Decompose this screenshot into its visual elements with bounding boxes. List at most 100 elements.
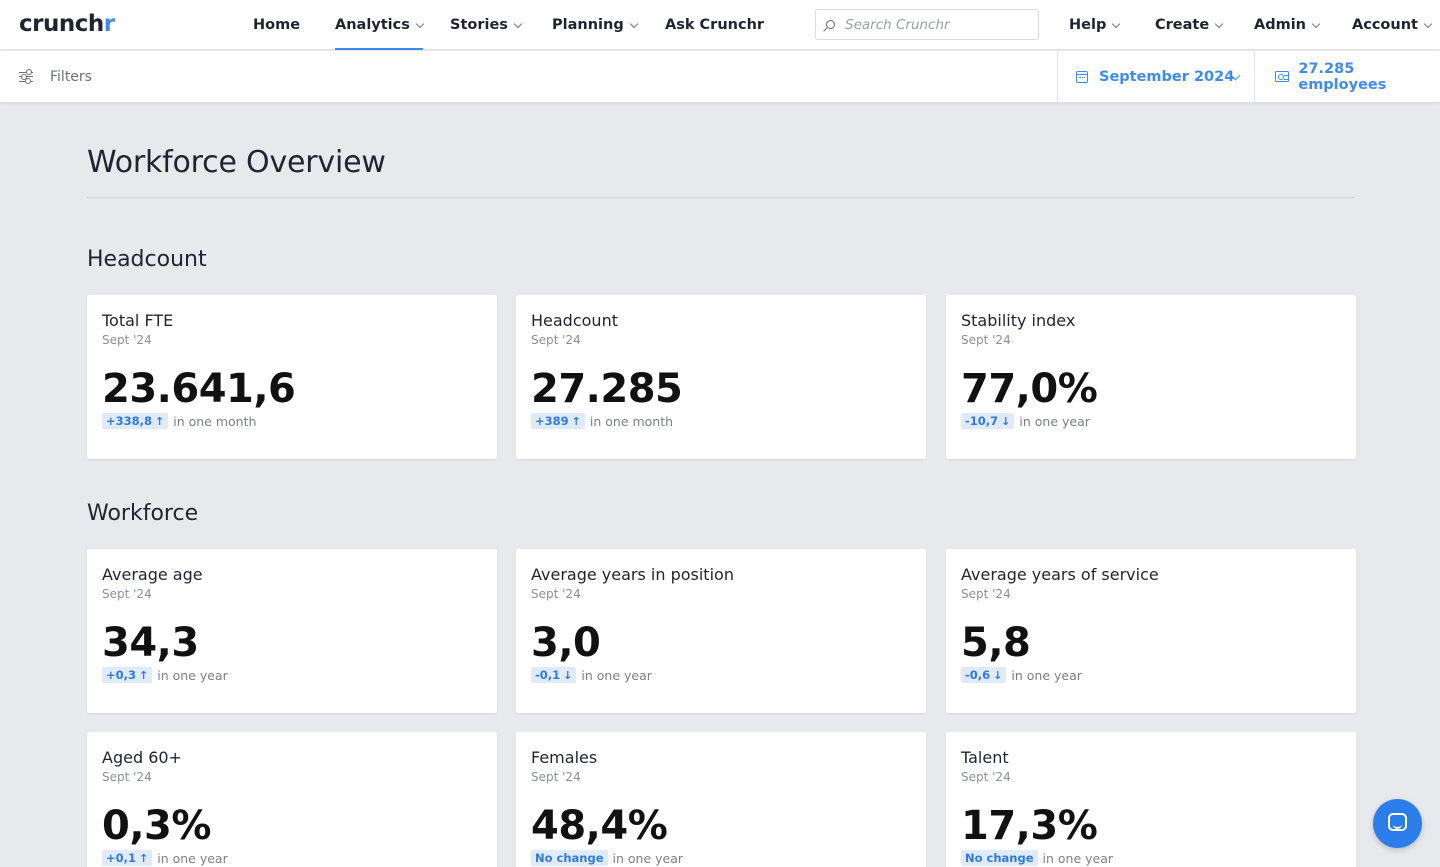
delta-badge: +0,1 ↑ [102,850,153,866]
card-value: 0,3% [102,803,211,849]
nav-create[interactable]: Create [1155,0,1224,50]
card-delta-row: +338,8 ↑ in one month [102,413,482,429]
delta-compare: in one year [157,667,228,683]
card-period: Sept '24 [531,333,581,347]
card-delta-row: No change in one year [531,850,911,866]
nav-ask-crunchr[interactable]: Ask Crunchr [665,0,764,50]
section-title-headcount: Headcount [87,247,207,272]
nav-analytics-label: Analytics [335,17,410,33]
chevron-down-icon [1423,19,1433,28]
delta-value: No change [535,851,604,865]
card-title: Average age [102,565,203,584]
nav-stories[interactable]: Stories [450,0,523,50]
nav-account[interactable]: Account [1352,0,1433,50]
kpi-card[interactable]: Talent Sept '24 17,3% No change in one year [946,732,1356,867]
nav-stories-label: Stories [450,17,508,33]
nav-planning[interactable]: Planning [552,0,638,50]
chevron-down-icon [513,19,523,28]
delta-value: +389 [535,414,569,428]
card-title: Aged 60+ [102,748,182,767]
arrow-down-icon: ↓ [993,668,1003,682]
chat-button[interactable] [1373,799,1422,848]
card-delta-row: -0,6 ↓ in one year [961,667,1341,683]
card-value: 77,0% [961,366,1098,412]
kpi-card[interactable]: Stability index Sept '24 77,0% -10,7 ↓ in one… [946,295,1356,459]
arrow-up-icon: ↑ [139,851,149,865]
card-period: Sept '24 [102,333,152,347]
divider [1057,51,1058,102]
delta-compare: in one year [1042,850,1114,866]
delta-compare: in one month [173,413,257,429]
kpi-card[interactable]: Females Sept '24 48,4% No change in one year [516,732,926,867]
search-box[interactable] [815,9,1039,40]
card-delta-row: +389 ↑ in one month [531,413,911,429]
delta-compare: in one year [581,667,652,683]
delta-value: -0,6 [965,668,991,682]
search-input[interactable] [845,16,1025,33]
card-title: Average years of service [961,565,1159,584]
chevron-down-icon [629,19,638,28]
card-title: Females [531,748,598,767]
filters-button[interactable]: Filters [19,51,92,102]
delta-badge: -10,7 ↓ [961,413,1015,429]
delta-value: +338,8 [106,414,153,428]
card-title: Stability index [961,311,1076,330]
card-value: 48,4% [531,803,668,849]
card-value: 23.641,6 [102,366,296,412]
card-period: Sept '24 [961,587,1011,601]
kpi-card[interactable]: Aged 60+ Sept '24 0,3% +0,1 ↑ in one year [87,732,497,867]
kpi-card[interactable]: Average age Sept '24 34,3 +0,3 ↑ in one year [87,549,497,713]
delta-badge: -0,6 ↓ [961,667,1007,683]
delta-badge: No change [531,850,608,866]
date-picker[interactable]: September 2024 [1076,51,1246,102]
nav-admin-label: Admin [1254,17,1307,33]
card-value: 5,8 [961,620,1031,666]
card-delta-row: -0,1 ↓ in one year [531,667,911,683]
nav-home[interactable]: Home [253,0,300,50]
nav-account-label: Account [1352,17,1418,33]
card-period: Sept '24 [961,770,1011,784]
delta-compare: in one year [157,850,228,866]
card-delta-row: -10,7 ↓ in one year [961,413,1341,429]
card-title: Headcount [531,311,618,330]
nav-home-label: Home [253,17,301,33]
search-icon [826,20,835,29]
title-divider [87,197,1355,198]
arrow-up-icon: ↑ [571,414,581,428]
kpi-card[interactable]: Total FTE Sept '24 23.641,6 +338,8 ↑ in one m… [87,295,497,459]
kpi-card[interactable]: Headcount Sept '24 27.285 +389 ↑ in one month [516,295,926,459]
nav-admin[interactable]: Admin [1254,0,1321,50]
card-period: Sept '24 [531,587,581,601]
employees-selector[interactable]: 27.285 employees [1275,51,1440,102]
page-title: Workforce Overview [87,145,386,180]
crunchr-logo[interactable]: crunchr [19,11,115,37]
delta-badge: +338,8 ↑ [102,413,169,429]
delta-badge: No change [961,850,1038,866]
date-label: September 2024 [1099,68,1235,85]
delta-badge: +389 ↑ [531,413,585,429]
nav-help[interactable]: Help [1069,0,1121,50]
nav-planning-label: Planning [552,17,624,33]
card-period: Sept '24 [961,333,1011,347]
card-value: 27.285 [531,366,683,412]
chevron-down-icon [1311,19,1321,28]
arrow-up-icon: ↑ [139,668,149,682]
chevron-down-icon [1214,19,1224,28]
arrow-down-icon: ↓ [1001,414,1011,428]
nav-analytics[interactable]: Analytics [335,0,425,50]
delta-compare: in one year [1011,667,1082,683]
chevron-down-icon [415,19,425,28]
card-title: Average years in position [531,565,734,584]
card-value: 17,3% [961,803,1098,849]
kpi-card[interactable]: Average years of service Sept '24 5,8 -0,6 ↓… [946,549,1356,713]
delta-value: +0,1 [106,851,137,865]
kpi-card[interactable]: Average years in position Sept '24 3,0 -0,1… [516,549,926,713]
delta-value: -0,1 [535,668,561,682]
card-title: Total FTE [102,311,174,330]
delta-value: No change [965,851,1034,865]
card-value: 34,3 [102,620,199,666]
delta-compare: in one year [1019,413,1090,429]
section-title-workforce: Workforce [87,501,199,526]
card-delta-row: No change in one year [961,850,1341,866]
arrow-down-icon: ↓ [563,668,573,682]
